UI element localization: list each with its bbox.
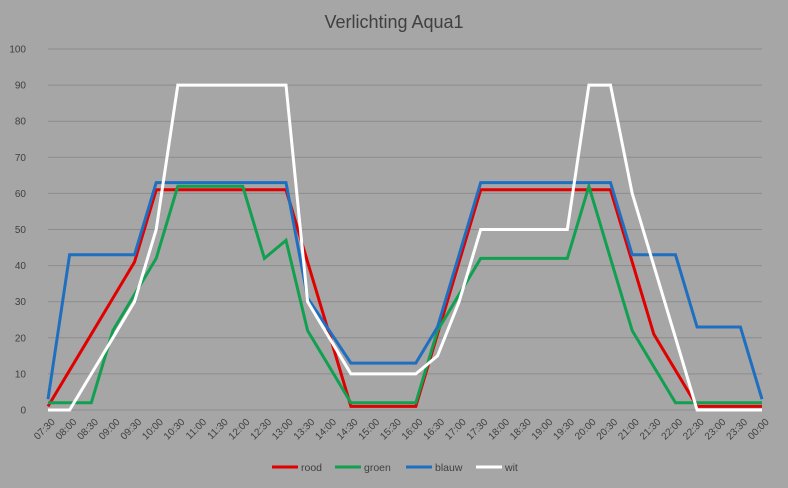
chart-title: Verlichting Aqua1	[324, 12, 463, 32]
y-tick-label: 10	[15, 369, 27, 380]
x-tick-label: 22:30	[681, 417, 707, 443]
x-tick-label: 14:00	[313, 417, 339, 443]
x-tick-label: 09:30	[119, 417, 145, 443]
x-tick-label: 15:00	[357, 417, 383, 443]
x-tick-label: 15:30	[378, 417, 404, 443]
y-tick-label: 90	[15, 81, 27, 92]
legend-label-wit: wit	[504, 462, 518, 474]
x-tick-label: 20:00	[573, 417, 599, 443]
legend-label-rood: rood	[301, 462, 322, 474]
y-tick-label: 70	[15, 153, 27, 164]
x-tick-label: 18:30	[508, 417, 534, 443]
x-tick-label: 09:00	[97, 417, 123, 443]
y-axis-ticks: 0 10 20 30 40 50 60 70 80 90 100	[9, 45, 26, 417]
y-tick-label: 100	[9, 45, 26, 56]
x-tick-label: 13:00	[270, 417, 296, 443]
legend: rood groen blauw wit	[272, 462, 518, 474]
grid-lines	[48, 48, 762, 411]
y-tick-label: 40	[15, 261, 27, 272]
x-tick-label: 08:30	[75, 417, 101, 443]
series-line-wit	[48, 83, 762, 412]
x-tick-label: 11:30	[206, 417, 231, 442]
x-tick-label: 19:00	[530, 417, 556, 443]
y-tick-label: 50	[15, 225, 27, 236]
legend-label-blauw: blauw	[435, 462, 463, 474]
x-tick-label: 18:00	[487, 417, 513, 443]
series-lines	[46, 83, 764, 412]
x-tick-label: 12:00	[227, 417, 253, 443]
x-tick-label: 21:30	[638, 417, 664, 443]
series-line-rood	[46, 188, 762, 408]
x-tick-label: 21:00	[616, 417, 642, 443]
series-line-groen	[48, 180, 762, 405]
x-axis-ticks: 07:3008:0008:3009:0009:3010:0010:3011:00…	[32, 417, 772, 443]
x-tick-label: 13:30	[292, 417, 318, 443]
x-tick-label: 19:30	[551, 417, 577, 443]
x-tick-label: 17:30	[465, 417, 491, 443]
x-tick-label: 22:00	[660, 417, 686, 443]
x-tick-label: 11:00	[184, 417, 209, 442]
y-tick-label: 80	[15, 117, 27, 128]
x-tick-label: 14:30	[335, 417, 361, 443]
x-tick-label: 00:00	[746, 417, 772, 443]
x-tick-label: 07:30	[32, 417, 58, 443]
x-tick-label: 12:30	[249, 417, 275, 443]
x-tick-label: 10:30	[162, 417, 188, 443]
x-tick-label: 16:00	[400, 417, 426, 443]
x-tick-label: 08:00	[54, 417, 80, 443]
y-tick-label: 0	[20, 406, 26, 417]
x-tick-label: 23:00	[703, 417, 729, 443]
series-line-blauw	[46, 181, 764, 400]
legend-label-groen: groen	[364, 462, 391, 474]
x-tick-label: 20:30	[595, 417, 621, 443]
y-tick-label: 60	[15, 189, 27, 200]
y-tick-label: 30	[15, 297, 27, 308]
x-tick-label: 10:00	[140, 417, 166, 443]
x-tick-label: 16:30	[422, 417, 448, 443]
y-tick-label: 20	[15, 333, 27, 344]
x-tick-label: 23:30	[725, 417, 751, 443]
x-tick-label: 17:00	[443, 417, 469, 443]
